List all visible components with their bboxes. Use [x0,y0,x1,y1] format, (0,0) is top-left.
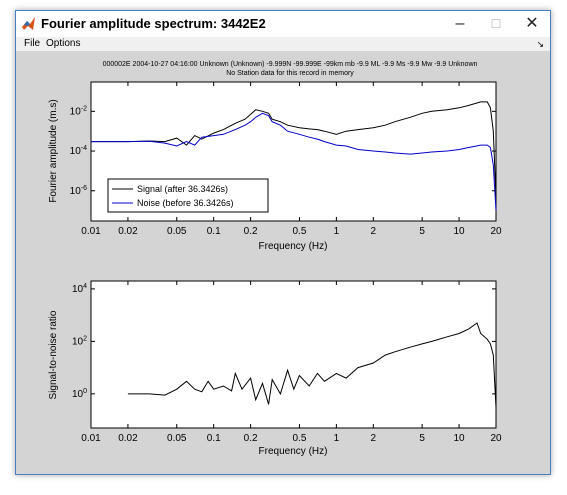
figure-window: Fourier amplitude spectrum: 3442E2 – ☐ ✕… [15,10,551,475]
spectrum-x-tick-label: 0.02 [118,226,138,237]
snr-x-tick-label: 0.5 [292,433,306,444]
snr-x-tick-label: 1 [334,433,340,444]
close-button[interactable]: ✕ [525,15,539,32]
snr-y-label: Signal-to-noise ratio [48,310,59,399]
figure-canvas: 000002E 2004-10-27 04:16:00 Unknown (Unk… [48,61,502,457]
snr-x-tick-label: 0.05 [167,433,187,444]
snr-x-tick-label: 5 [419,433,425,444]
spectrum-x-label: Frequency (Hz) [259,241,328,252]
title-bar: Fourier amplitude spectrum: 3442E2 – ☐ ✕ [16,11,550,37]
snr-y-tick-label: 102 [72,335,87,347]
spectrum-x-tick-label: 1 [334,226,340,237]
header-line-1: 000002E 2004-10-27 04:16:00 Unknown (Unk… [103,61,478,68]
spectrum-y-tick-label: 10-2 [70,105,87,117]
spectrum-legend[interactable]: Signal (after 36.3426s) Noise (before 36… [107,178,269,213]
snr-x-tick-label: 0.02 [118,433,138,444]
snr-x-tick-label: 10 [454,433,466,444]
spectrum-x-tick-label: 0.2 [244,226,258,237]
spectrum-x-tick-label: 5 [419,226,425,237]
minimize-button[interactable]: – [455,15,465,32]
spectrum-x-tick-label: 0.1 [207,226,221,237]
snr-y-tick-label: 104 [72,283,87,295]
spectrum-axes[interactable]: 0.01 0.02 0.05 0.1 0.2 0.5 1 2 5 10 20 10-210-410-… [48,81,502,252]
spectrum-x-tick-label: 0.05 [167,226,187,237]
snr-x-tick-label: 2 [371,433,377,444]
spectrum-y-tick-label: 10-6 [70,185,87,197]
snr-axes[interactable]: 0.01 0.02 0.05 0.1 0.2 0.5 1 2 5 10 20 104 102 100 F… [48,280,502,457]
snr-x-tick-label: 0.1 [207,433,221,444]
spectrum-lines [91,101,497,211]
menu-file[interactable]: File [24,38,41,49]
legend-box [107,178,269,213]
menu-bar: File Options ↘ [16,37,550,51]
matlab-icon [21,16,36,31]
legend-noise-label: Noise (before 36.3426s) [137,198,234,208]
snr-x-ticks: 0.01 0.02 0.05 0.1 0.2 0.5 1 2 5 10 20 [81,281,502,444]
snr-lines [127,322,497,408]
maximize-button[interactable]: ☐ [490,17,502,31]
spectrum-x-tick-label: 20 [490,226,502,237]
header-line-2: No Station data for this record in memor… [226,70,354,77]
snr-plot-box [90,280,497,429]
spectrum-x-tick-label: 2 [371,226,377,237]
spectrum-x-ticks: 0.01 0.02 0.05 0.1 0.2 0.5 1 2 5 10 20 [81,82,502,237]
menu-options[interactable]: Options [46,38,81,49]
spectrum-x-tick-label: 10 [454,226,466,237]
snr-y-tick-label: 100 [72,388,87,400]
snr-series-0-line [127,322,497,408]
dock-arrow-icon[interactable]: ↘ [536,39,544,49]
window-title: Fourier amplitude spectrum: 3442E2 [41,16,266,31]
legend-signal-label: Signal (after 36.3426s) [137,184,228,194]
spectrum-series-0-line [91,101,497,199]
spectrum-x-tick-label: 0.01 [81,226,101,237]
spectrum-y-ticks: 10-2 10-4 10-6 [70,105,496,197]
spectrum-x-tick-label: 0.5 [292,226,306,237]
snr-x-tick-label: 0.2 [244,433,258,444]
spectrum-y-tick-label: 10-4 [70,145,87,157]
spectrum-series-1-line [91,112,497,211]
snr-x-tick-label: 20 [490,433,502,444]
snr-x-tick-label: 0.01 [81,433,101,444]
snr-x-label: Frequency (Hz) [259,446,328,457]
spectrum-y-label: Fourier amplitude (m.s) [48,99,59,202]
